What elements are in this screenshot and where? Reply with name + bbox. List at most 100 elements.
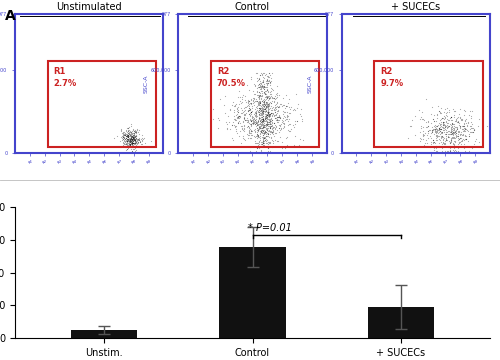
Point [263,119,271,125]
Point [124,133,132,139]
Point [252,99,260,104]
Point [248,120,256,126]
Point [257,85,265,90]
Point [252,133,260,139]
Point [466,123,473,129]
Point [442,148,450,154]
Point [449,121,457,127]
Point [242,113,250,118]
Point [275,117,283,123]
Point [266,121,274,127]
Point [138,137,146,143]
Point [290,142,298,148]
Point [268,95,276,100]
Point [448,140,456,146]
Point [126,135,134,140]
Point [422,119,430,125]
Point [276,126,284,132]
Point [439,127,447,133]
Point [248,105,256,111]
Point [236,94,244,99]
Point [406,123,413,129]
Point [447,114,455,120]
Point [450,129,458,135]
Point [265,135,273,140]
Point [244,119,252,125]
Point [429,116,437,122]
Point [126,141,134,147]
Point [442,118,450,124]
Point [282,134,290,140]
Point [123,134,131,140]
Point [460,128,468,134]
Point [245,128,253,134]
Point [121,132,129,138]
Point [449,130,457,135]
Point [234,109,242,114]
Point [273,100,281,106]
Point [253,125,261,131]
Point [258,141,266,147]
Point [125,139,133,144]
Point [264,143,272,149]
Point [251,121,259,127]
Point [258,109,266,114]
Point [456,131,464,137]
Point [253,113,261,119]
Point [123,143,131,149]
Point [253,127,261,132]
Point [257,80,265,86]
Point [440,121,448,127]
Point [259,78,267,84]
Point [270,113,278,118]
Point [125,141,133,147]
Point [454,141,462,147]
Point [276,126,283,131]
Point [251,110,259,116]
Point [130,136,138,141]
Point [263,116,271,121]
Point [254,84,262,90]
Point [124,128,132,134]
Point [442,131,450,137]
Point [236,98,244,104]
Point [260,127,268,133]
Point [241,137,249,143]
Point [262,122,270,127]
Point [124,126,132,131]
Point [131,134,139,140]
Point [132,133,140,139]
Point [233,114,241,120]
Point [262,115,270,121]
Point [460,123,468,129]
Point [461,117,469,123]
Point [128,144,136,150]
Point [476,143,484,149]
Point [236,114,244,120]
Point [268,105,276,111]
Point [234,107,242,113]
Point [447,117,455,123]
Point [273,90,281,96]
Point [244,116,252,121]
Point [273,138,281,144]
Point [282,135,290,141]
Point [263,102,271,108]
Point [414,107,422,112]
Point [454,119,462,125]
Point [461,126,469,132]
Point [444,120,452,126]
Point [444,123,452,129]
Point [258,93,266,99]
Point [448,106,456,112]
Point [122,135,130,141]
Point [428,131,436,136]
Point [110,135,118,140]
Point [468,125,476,131]
Point [251,109,259,115]
Point [268,76,276,81]
Point [127,135,135,141]
Point [122,135,130,140]
Point [266,117,274,123]
Point [133,127,141,132]
